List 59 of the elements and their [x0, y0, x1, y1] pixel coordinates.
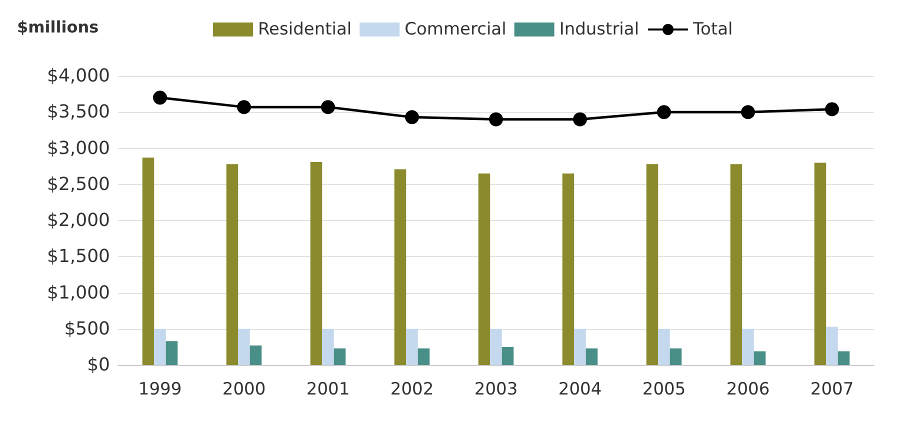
point: [825, 102, 839, 116]
legend-label: Industrial: [559, 20, 640, 40]
bar: [586, 348, 598, 365]
bar: [394, 169, 406, 365]
point: [237, 100, 251, 114]
point: [405, 110, 419, 124]
y-tick-label: $2,500: [47, 174, 110, 195]
bar: [334, 348, 346, 365]
y-tick-label: $500: [64, 318, 110, 340]
bar: [322, 328, 334, 365]
y-tick-label: $1,500: [47, 246, 110, 268]
point: [153, 90, 167, 105]
bar: [658, 328, 670, 365]
bar: [826, 326, 838, 365]
y-tick-label: $3,000: [47, 138, 110, 159]
point: [321, 100, 335, 114]
y-tick-label: $4,000: [47, 66, 110, 86]
x-tick-label: 2001: [306, 380, 350, 400]
point: [657, 105, 671, 120]
point: [741, 105, 755, 120]
bar: [406, 328, 418, 365]
bar: [670, 348, 682, 365]
bar: [742, 328, 754, 365]
bar: [310, 162, 322, 365]
bar: [574, 328, 586, 365]
y-tick-label: $2,000: [47, 210, 110, 231]
bar: [562, 174, 574, 365]
bar: [502, 346, 514, 365]
y-tick-label: $3,500: [47, 102, 110, 123]
bar: [814, 162, 826, 365]
bar: [166, 341, 178, 365]
x-tick-label: 2002: [390, 380, 434, 400]
x-tick-label: 2004: [558, 380, 602, 400]
y-tick-label: $0: [87, 354, 110, 376]
bar: [754, 351, 766, 365]
x-tick-label: 2007: [810, 380, 854, 400]
x-tick-label: 2005: [642, 380, 686, 400]
bar: [646, 164, 658, 365]
bar: [226, 164, 238, 365]
bar: [838, 351, 850, 365]
legend-label: Residential: [258, 20, 352, 40]
point: [489, 112, 503, 126]
bar: [478, 174, 490, 365]
bar: [154, 328, 166, 365]
bar: [418, 348, 430, 365]
bar: [490, 328, 502, 365]
x-tick-label: 2000: [222, 380, 266, 400]
x-tick-label: 2006: [726, 380, 770, 400]
x-tick-label: 2003: [474, 380, 518, 400]
bar: [238, 328, 250, 365]
bar: [730, 164, 742, 365]
x-tick-label: 1999: [138, 380, 182, 400]
point: [573, 112, 587, 126]
y-axis-title: $millions: [17, 18, 99, 36]
bar: [250, 345, 262, 365]
legend-label: Commercial: [404, 20, 506, 40]
bar: [142, 158, 154, 365]
legend-label: Total: [692, 20, 733, 40]
y-tick-label: $1,000: [47, 282, 110, 304]
